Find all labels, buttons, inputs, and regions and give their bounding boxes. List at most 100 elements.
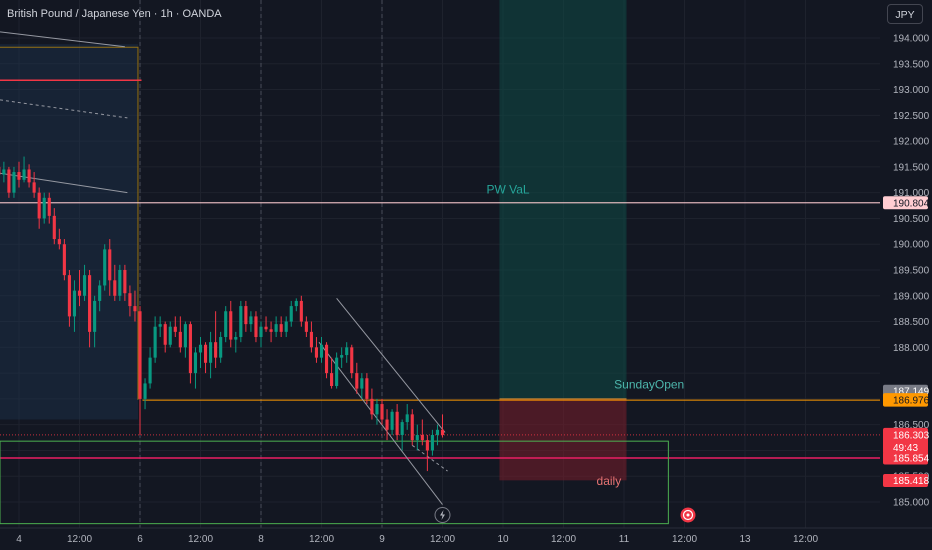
candle-body — [178, 331, 182, 348]
event-dot — [686, 513, 690, 517]
candle-body — [193, 352, 198, 374]
time-tick-label: 9 — [379, 534, 385, 545]
overlay-layer: PW VaL SundayOpen daily — [486, 183, 684, 488]
candle-body — [138, 311, 142, 399]
candles-layer — [0, 156, 445, 472]
candle-body — [118, 270, 122, 296]
candle-body — [355, 373, 359, 389]
candle-body — [440, 429, 445, 435]
candle-body — [420, 434, 424, 441]
candle-body — [7, 169, 11, 193]
candle-body — [173, 326, 177, 332]
price-tick-label: 188.500 — [893, 317, 930, 328]
candle-body — [47, 197, 51, 216]
candle-body — [395, 411, 399, 435]
price-tick-label: 193.500 — [893, 59, 930, 70]
candle-body — [254, 316, 258, 338]
candle-body — [209, 342, 213, 363]
candle-body — [113, 280, 117, 296]
price-tick-label: 190.000 — [893, 240, 930, 251]
candle-body — [148, 357, 152, 384]
price-tag — [883, 473, 928, 487]
candle-body — [17, 172, 21, 180]
candle-body — [319, 344, 324, 358]
daily-zone — [0, 440, 669, 525]
candle-body — [360, 378, 364, 389]
candle-body — [244, 306, 248, 325]
time-tick-label: 12:00 — [672, 534, 697, 545]
candle-body — [57, 239, 61, 245]
candle-body — [72, 290, 77, 317]
candle-body — [415, 434, 419, 441]
candle-body — [62, 244, 66, 276]
stop-zone — [499, 398, 627, 481]
candle-body — [249, 316, 253, 325]
candle-body — [314, 347, 319, 358]
price-tick-label: 193.000 — [893, 85, 930, 96]
candle-body — [324, 344, 329, 374]
price-tag-value: 186.976 — [893, 396, 930, 407]
candle-body — [37, 192, 41, 219]
time-tick-label: 8 — [258, 534, 264, 545]
price-tag — [883, 393, 928, 407]
candle-body — [370, 398, 374, 415]
candle-body — [32, 182, 36, 193]
channel-line-bottom — [318, 341, 443, 505]
time-tick-label: 12:00 — [67, 534, 92, 545]
candle-body — [390, 411, 394, 430]
candle-body — [410, 414, 414, 441]
symbol-title: British Pound / Japanese Yen · 1h · OAND… — [7, 8, 222, 20]
candle-body — [274, 324, 278, 332]
candle-body — [299, 300, 303, 322]
lightning-glyph — [440, 510, 445, 520]
time-tick-label: 4 — [16, 534, 22, 545]
channel-line-top — [336, 298, 446, 433]
price-tag — [883, 427, 928, 454]
candle-body — [67, 275, 71, 317]
candle-body — [264, 326, 268, 330]
channel-mid — [411, 444, 448, 472]
time-tick-label: 12:00 — [309, 534, 334, 545]
target-zone — [499, 0, 627, 399]
candle-body — [380, 404, 384, 420]
candle-body — [304, 321, 308, 332]
price-tick-label: 186.500 — [893, 420, 930, 431]
annotation-label: daily — [597, 474, 622, 488]
candle-body — [52, 215, 56, 240]
candle-body — [330, 373, 334, 386]
candle-body — [309, 331, 313, 348]
candle-body — [405, 414, 409, 423]
price-tick-label: 192.500 — [893, 111, 930, 122]
annotation-label: PW VaL — [486, 183, 529, 197]
candle-body — [284, 321, 288, 332]
price-tick-label: 189.500 — [893, 266, 930, 277]
candle-body — [163, 324, 167, 345]
candle-body — [93, 300, 97, 332]
candle-body — [430, 434, 434, 451]
candle-body — [203, 344, 208, 363]
candle-body — [294, 300, 298, 307]
currency-button[interactable]: JPY — [887, 4, 923, 24]
candle-body — [365, 378, 369, 399]
candle-body — [158, 324, 162, 327]
candle-body — [224, 311, 228, 338]
candle-body — [153, 326, 157, 358]
candle-body — [279, 324, 283, 332]
price-tag-value: 185.418 — [893, 476, 930, 487]
candle-body — [103, 249, 107, 286]
candle-body — [27, 169, 31, 183]
candle-body — [259, 326, 263, 338]
time-axis-background — [0, 528, 880, 550]
candle-body — [239, 306, 243, 338]
candle-body — [214, 342, 218, 358]
candle-body — [82, 275, 87, 296]
price-tick-label: 188.000 — [893, 343, 930, 354]
candle-body — [98, 285, 102, 301]
time-tick-label: 12:00 — [188, 534, 213, 545]
candle-body — [400, 422, 404, 435]
candle-body — [2, 169, 6, 175]
candle-body — [425, 440, 429, 451]
price-tick-label: 194.000 — [893, 34, 930, 45]
time-tick-label: 13 — [739, 534, 751, 545]
